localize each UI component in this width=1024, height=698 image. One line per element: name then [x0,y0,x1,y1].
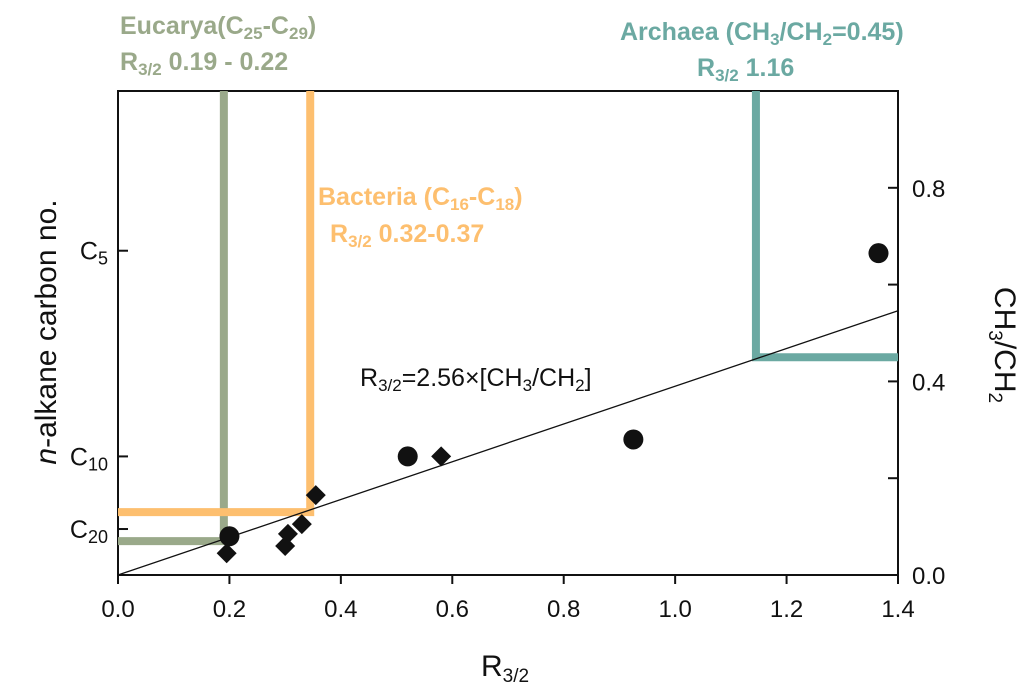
diamond-point [431,446,452,467]
x-tick-label: 0.8 [547,596,580,623]
svg-text:R3/2 0.32-0.37: R3/2 0.32-0.37 [330,220,484,251]
right-tick-label: 0.0 [912,563,945,590]
diamond-point [216,543,237,564]
x-tick-label: 0.0 [101,596,134,623]
right-axis-ticks: 0.0 0.4 0.8 [888,90,945,590]
eucarya-label: Eucarya(C25-C29) R3/2 0.19 - 0.22 [120,12,316,79]
group-boundary-lines [118,91,898,546]
regression-equation: R3/2=2.56×[CH3/CH2] [360,364,592,395]
svg-text:Bacteria (C16-C18): Bacteria (C16-C18) [318,183,523,214]
x-tick-label: 1.4 [881,596,914,623]
svg-text:R3/2 1.16: R3/2 1.16 [697,54,794,85]
regression-line [117,310,899,576]
archaea-label: Archaea (CH3/CH2=0.45) R3/2 1.16 [620,18,904,85]
x-tick-label: 0.6 [436,596,469,623]
diamond-point [305,485,326,506]
left-category-label: C10 [70,443,108,474]
x-tick-label: 0.2 [213,596,246,623]
x-axis-title: R3/2 [481,650,529,687]
left-axis-title: n-alkane carbon no. [30,199,63,464]
diamond-point [291,514,312,535]
right-axis-title: CH3/CH2 [984,287,1021,403]
bacteria-label: Bacteria (C16-C18) R3/2 0.32-0.37 [318,183,523,251]
svg-text:Eucarya(C25-C29): Eucarya(C25-C29) [120,12,316,43]
diamond-point [277,523,298,544]
circle-point [623,429,644,450]
data-points [216,243,889,564]
circle-point [219,526,240,547]
boundary-eucarya [118,91,228,546]
svg-text:R3/2 0.19 - 0.22: R3/2 0.19 - 0.22 [120,48,288,79]
x-tick-label: 0.4 [324,596,357,623]
svg-text:Archaea (CH3/CH2=0.45): Archaea (CH3/CH2=0.45) [620,18,904,49]
left-category-label: C20 [70,516,108,547]
circle-point [397,446,418,467]
boundary-archaea [751,91,898,362]
circle-point [868,243,889,264]
left-category-label: C5 [80,238,108,269]
left-axis-categories: C5 C10 C20 [70,238,128,547]
boundary-bacteria [118,91,315,517]
x-tick-label: 1.0 [658,596,691,623]
x-axis-ticks: 0.0 0.2 0.4 0.6 0.8 1.0 1.2 1.4 [101,575,915,623]
x-tick-label: 1.2 [770,596,803,623]
plot-frame [117,90,899,576]
right-tick-label: 0.8 [912,176,945,203]
right-tick-label: 0.4 [912,369,945,396]
